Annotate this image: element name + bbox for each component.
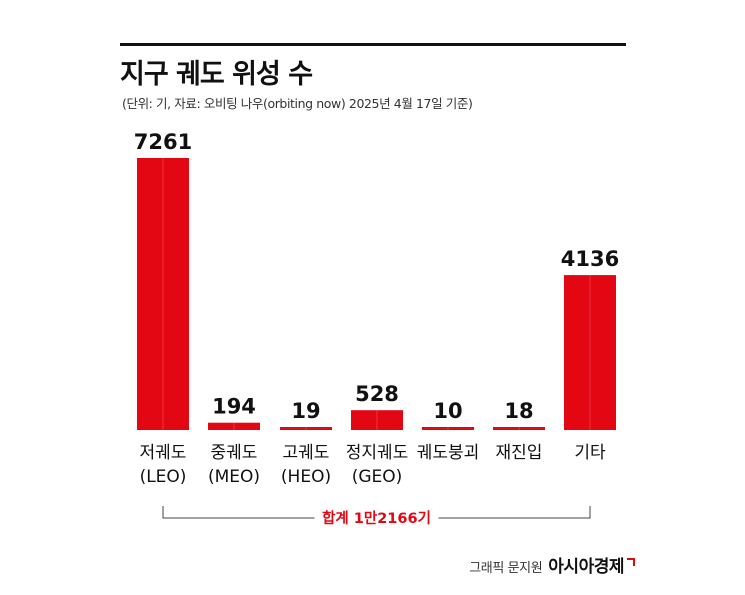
category-label-6-0: 기타 [574, 443, 606, 463]
category-label-0-1: (LEO) [140, 467, 187, 487]
total-label: 합계 1만2166기 [322, 510, 431, 527]
value-label-4: 10 [433, 399, 462, 423]
logo-mark-icon [627, 558, 635, 566]
value-label-1: 194 [212, 395, 256, 419]
value-label-2: 19 [291, 399, 320, 423]
category-label-1-1: (MEO) [208, 467, 260, 487]
total-bracket [162, 506, 591, 519]
top-rule [120, 43, 626, 46]
category-label-4-0: 궤도붕괴 [417, 443, 480, 463]
bar-6 [564, 275, 616, 430]
category-label-5-0: 재진입 [496, 443, 543, 463]
category-label-1-0: 중궤도 [211, 443, 258, 463]
value-label-6: 4136 [561, 247, 619, 271]
category-label-0-0: 저궤도 [140, 443, 187, 463]
publisher-logo: 아시아경제 [548, 557, 624, 577]
chart-subtitle: (단위: 기, 자료: 오비팅 나우(orbiting now) 2025년 4… [122, 96, 473, 111]
bar-4 [422, 427, 474, 430]
chart-title: 지구 궤도 위성 수 [120, 59, 313, 90]
category-label-2-0: 고궤도 [283, 443, 330, 463]
value-label-0: 7261 [134, 130, 192, 154]
bar-5 [493, 427, 545, 430]
category-label-2-1: (HEO) [281, 467, 331, 487]
category-label-3-1: (GEO) [352, 467, 403, 487]
bar-0 [137, 158, 189, 430]
bar-3 [351, 410, 403, 430]
value-label-3: 528 [355, 382, 399, 406]
value-label-5: 18 [504, 399, 533, 423]
bar-1 [208, 422, 260, 430]
category-label-3-0: 정지궤도 [346, 443, 409, 463]
credit: 그래픽 문지원 아시아경제 [469, 552, 635, 577]
graphic-credit: 그래픽 문지원 [469, 561, 543, 576]
bar-2 [280, 427, 332, 430]
